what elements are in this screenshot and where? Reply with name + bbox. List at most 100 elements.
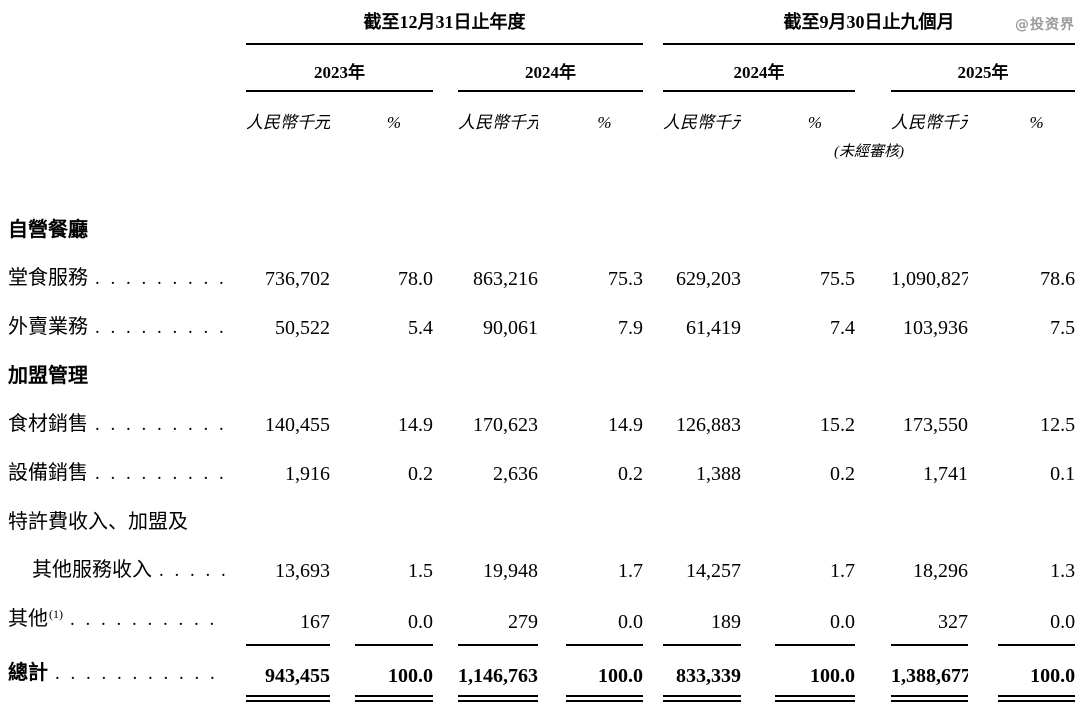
cell-value: 13,693 xyxy=(275,560,330,582)
cell-value: 943,455 xyxy=(246,645,330,702)
gap xyxy=(433,91,458,133)
gap xyxy=(433,254,458,303)
gap xyxy=(330,595,355,645)
cell-value: 12.5 xyxy=(1040,414,1076,436)
leader-dots: . . . . . . . . . . . . . . . . . . . . … xyxy=(95,414,226,435)
gap xyxy=(741,449,775,498)
cell-value: 50,522 xyxy=(275,317,330,339)
cell-value: 100.0 xyxy=(998,645,1076,702)
cell-value: 90,061 xyxy=(483,317,538,339)
cell-value: 140,455 xyxy=(265,414,330,436)
cell-value: 14,257 xyxy=(686,560,742,582)
gap xyxy=(741,546,775,595)
row-label-text: 加盟管理 xyxy=(8,365,88,387)
gap xyxy=(433,400,458,449)
footnote-ref: (1) xyxy=(49,607,63,621)
data-row: 外賣業務 . . . . . . . . . . . . . . . . . . … xyxy=(8,303,1075,352)
cell-value: 833,339 xyxy=(663,645,742,702)
cell-value: 100.0 xyxy=(566,645,644,702)
section-gap xyxy=(643,91,663,133)
cell-value: 0.0 xyxy=(775,595,856,646)
year-header-row: 2023年 2024年 2024年 2025年 xyxy=(8,44,1076,92)
year-header-2023: 2023年 xyxy=(246,44,433,92)
cell-value: 736,702 xyxy=(265,268,330,290)
cell-value: 75.3 xyxy=(608,268,644,290)
gap xyxy=(433,546,458,595)
gap xyxy=(643,400,663,449)
row-label: 特許費收入、加盟及 xyxy=(8,498,1075,546)
gap xyxy=(968,595,998,645)
cell-value: 170,623 xyxy=(473,414,538,436)
row-label: 自營餐廳 xyxy=(8,161,1075,254)
year-header-2025: 2025年 xyxy=(891,44,1076,92)
gap xyxy=(538,91,566,133)
cell-value: 0.2 xyxy=(408,463,433,485)
row-label-text: 設備銷售 xyxy=(8,462,88,484)
row-label: 設備銷售 . . . . . . . . . . . . . . . . . . … xyxy=(8,449,246,498)
gap xyxy=(433,595,458,645)
unaudited-note: (未經審核) xyxy=(834,144,905,160)
row-label-text: 特許費收入、加盟及 xyxy=(8,511,188,533)
cell-value: 629,203 xyxy=(676,268,742,290)
gap xyxy=(330,254,355,303)
row-label-text: 其他服務收入 xyxy=(32,559,152,581)
gap xyxy=(741,400,775,449)
gap xyxy=(855,303,891,352)
row-label: 其他(1) . . . . . . . . . . . . . . . . . .… xyxy=(8,595,246,645)
label-col-spacer xyxy=(8,91,246,133)
gap xyxy=(538,400,566,449)
cell-value: 1.5 xyxy=(408,560,433,582)
period-title-ninemonth: 截至9月30日止九個月 xyxy=(663,6,1076,45)
period-header-row: 截至12月31日止年度 截至9月30日止九個月 xyxy=(8,6,1076,45)
gap xyxy=(741,254,775,303)
cell-value: 7.9 xyxy=(618,317,644,339)
leader-dots: . . . . . . . . . . . . . . . . . . . . … xyxy=(159,560,226,581)
unaudited-note-row: (未經審核) xyxy=(8,133,1075,161)
cell-value: 78.0 xyxy=(398,268,433,290)
cell-value: 1,146,763 xyxy=(458,645,538,702)
percent-label: % xyxy=(386,113,402,132)
gap xyxy=(855,44,891,91)
gap xyxy=(741,595,775,645)
total-row: 總計 . . . . . . . . . . . . . . . . . . . … xyxy=(8,645,1076,702)
cell-value: 78.6 xyxy=(1040,268,1076,290)
year-header-2024: 2024年 xyxy=(458,44,644,92)
gap xyxy=(968,645,998,698)
watermark: @投资界 xyxy=(1015,17,1075,33)
data-row: 食材銷售 . . . . . . . . . . . . . . . . . . … xyxy=(8,400,1075,449)
data-row: 堂食服務 . . . . . . . . . . . . . . . . . . … xyxy=(8,254,1075,303)
cell-value: 167 xyxy=(246,595,330,646)
gap xyxy=(968,449,998,498)
cell-value: 0.2 xyxy=(618,463,644,485)
prospectus-page: { "watermark": "@投资界", "header": { "peri… xyxy=(0,6,1080,724)
data-row: 其他服務收入 . . . . . . . . . . . . . . . . . … xyxy=(8,546,1075,595)
cell-value: 2,636 xyxy=(493,463,538,485)
cell-value: 7.4 xyxy=(830,317,856,339)
row-label-text: 食材銷售 xyxy=(8,413,88,435)
row-label: 其他服務收入 . . . . . . . . . . . . . . . . . … xyxy=(8,546,246,595)
percent-label: % xyxy=(1029,113,1044,132)
gap xyxy=(330,645,355,698)
gap xyxy=(968,91,998,133)
cell-value: 0.0 xyxy=(998,595,1076,646)
cell-value: 1,741 xyxy=(923,463,969,485)
cell-value: 100.0 xyxy=(775,645,856,702)
cell-value: 0.1 xyxy=(1050,463,1076,485)
gap xyxy=(968,400,998,449)
cell-value: 5.4 xyxy=(408,317,433,339)
row-label: 加盟管理 xyxy=(8,352,1075,400)
gap xyxy=(855,91,891,133)
cell-value: 15.2 xyxy=(820,414,856,436)
cell-value: 189 xyxy=(663,595,742,646)
cell-value: 1,388,677 xyxy=(891,645,969,702)
row-label-text: 堂食服務 xyxy=(8,267,88,289)
unit-header-row: 人民幣千元 % 人民幣千元 % 人民幣千元 % 人民幣千元 % xyxy=(8,91,1075,133)
gap xyxy=(538,645,566,698)
label-col-spacer xyxy=(8,133,663,161)
gap xyxy=(538,546,566,595)
cell-value: 126,883 xyxy=(676,414,742,436)
gap xyxy=(330,303,355,352)
cell-value: 0.2 xyxy=(830,463,856,485)
period-title-annual: 截至12月31日止年度 xyxy=(246,6,644,45)
